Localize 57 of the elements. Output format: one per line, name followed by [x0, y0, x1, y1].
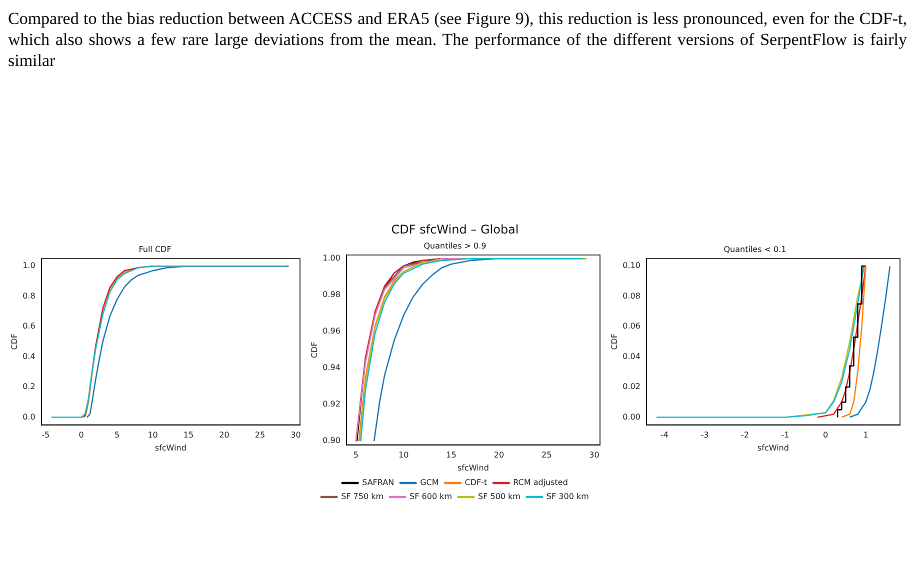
y-tick-label: 0.2: [22, 382, 36, 392]
x-tick-label: 0: [78, 430, 84, 440]
y-axis-title: CDF: [10, 333, 19, 350]
x-tick-label: -5: [42, 430, 50, 440]
x-axis-title: sfcWind: [457, 463, 489, 472]
legend-label: SF 750 km: [341, 492, 384, 502]
x-tick-label: 0: [822, 430, 828, 440]
text: Compared to the bias reduction between ACCESS and ERA5 (see Figure 9), this reduction is less pronounced, even for the CDF-t, which also shows a few rare large deviations from the mean. The performance of the different versions of SerpentFlow is fairly similar: [8, 8, 907, 71]
x-tick-label: -3: [700, 430, 709, 440]
y-tick-label: 0.96: [322, 326, 340, 336]
chart-title: Quantiles < 0.1: [724, 244, 786, 254]
legend-label: SF 300 km: [546, 492, 590, 502]
y-tick-label: 0.02: [622, 382, 640, 392]
y-tick-label: 0.00: [622, 412, 640, 422]
chart-subtitle: Quantiles > 0.9: [424, 241, 486, 250]
y-tick-label: 0.6: [22, 322, 36, 331]
legend-label: SF 500 km: [478, 492, 521, 502]
x-tick-label: 5: [353, 450, 358, 460]
y-tick-label: 0.98: [322, 290, 340, 300]
legend-label: CDF-t: [464, 478, 488, 488]
x-tick-label: 15: [183, 430, 194, 440]
y-tick-label: 0.10: [622, 261, 640, 270]
x-tick-label: -2: [741, 430, 750, 440]
legend-label: RCM adjusted: [513, 478, 568, 488]
y-axis-title: CDF: [610, 333, 619, 350]
chart-title: Full CDF: [138, 244, 172, 254]
y-tick-label: 0.94: [322, 363, 340, 372]
y-tick-label: 0.0: [22, 412, 36, 422]
x-tick-label: 1: [863, 430, 868, 440]
legend-label: GCM: [420, 478, 439, 488]
y-axis-title: CDF: [310, 341, 319, 358]
x-tick-label: 30: [290, 430, 301, 440]
y-tick-label: 0.04: [622, 352, 640, 361]
x-tick-label: 10: [148, 430, 158, 440]
chart-title: CDF sfcWind – Global: [391, 222, 519, 236]
legend-label: SF 600 km: [410, 492, 452, 502]
x-axis-title: sfcWind: [154, 443, 186, 452]
y-tick-label: 0.4: [22, 352, 36, 361]
x-tick-label: 15: [446, 450, 456, 460]
y-tick-label: 0.08: [622, 291, 640, 300]
x-tick-label: 30: [589, 450, 600, 460]
x-tick-label: 25: [254, 430, 266, 440]
y-tick-label: 1.0: [22, 261, 36, 270]
y-tick-label: 0.06: [622, 322, 640, 331]
x-tick-label: -1: [781, 430, 790, 440]
x-tick-label: -4: [660, 430, 669, 440]
x-axis-title: sfcWind: [757, 443, 789, 452]
y-tick-label: 1.00: [322, 254, 340, 263]
x-tick-label: 20: [494, 450, 504, 460]
y-tick-label: 0.92: [322, 400, 340, 409]
y-tick-label: 0.8: [22, 291, 36, 300]
x-tick-label: 20: [219, 430, 230, 440]
legend-label: SAFRAN: [362, 478, 394, 488]
x-tick-label: 10: [398, 450, 409, 460]
x-tick-label: 25: [542, 450, 552, 460]
y-tick-label: 0.90: [322, 436, 340, 446]
x-tick-label: 5: [114, 430, 120, 440]
